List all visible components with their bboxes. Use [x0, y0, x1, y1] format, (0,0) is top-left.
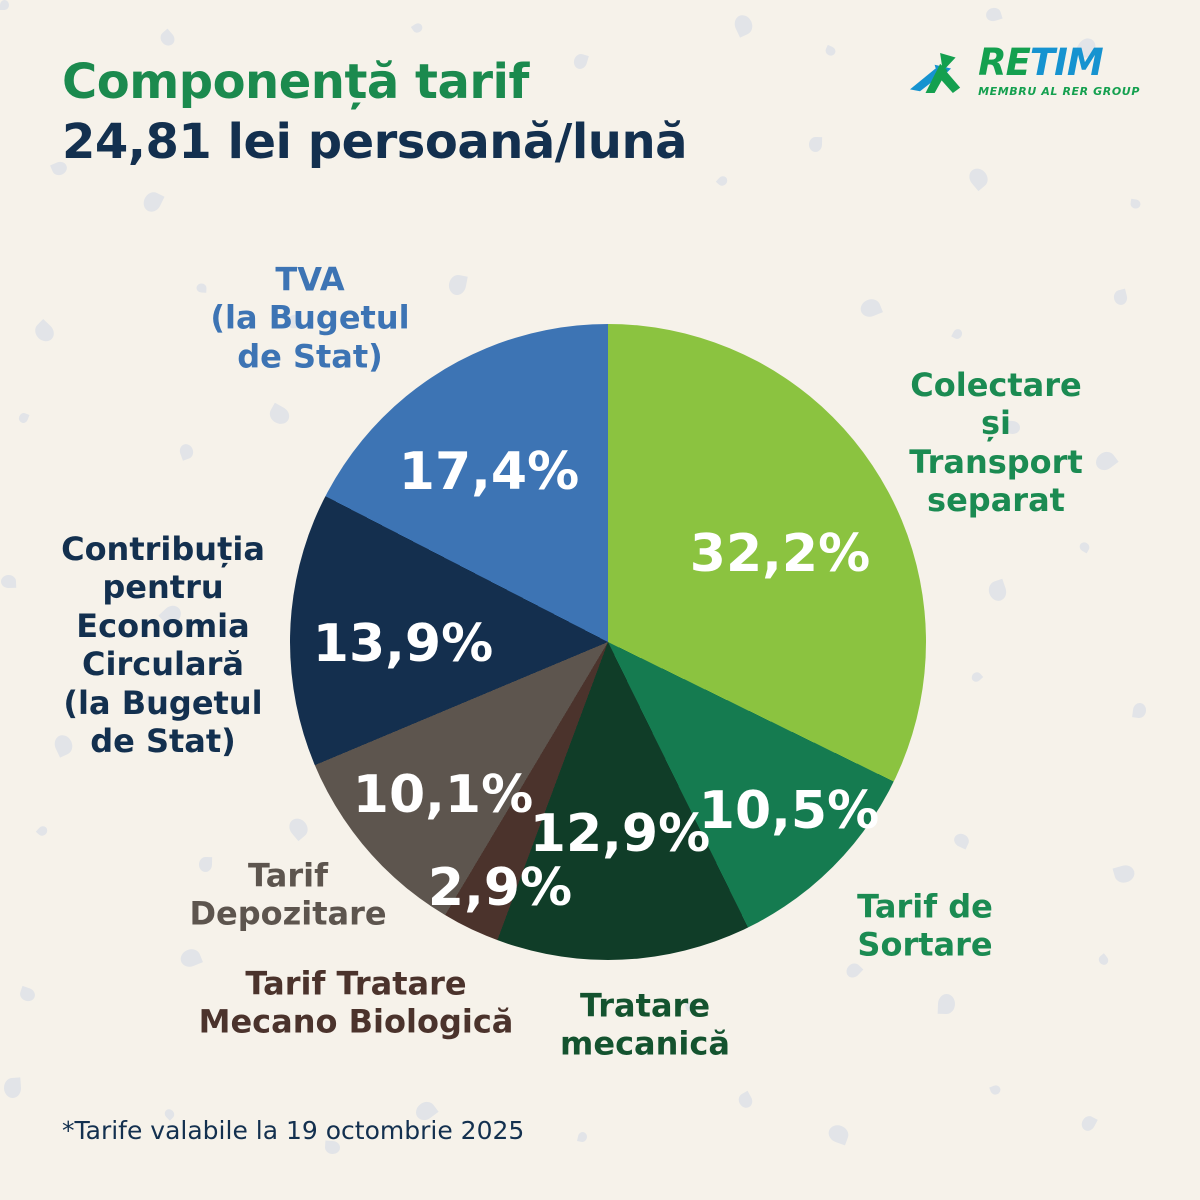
slice-value-tva: 17,4%: [398, 442, 580, 502]
speckle-decoration: [736, 1090, 755, 1111]
slice-label-colectare: Colectare și Transport separat: [909, 366, 1083, 520]
speckle-decoration: [984, 6, 1003, 23]
slice-label-mecano: Tarif Tratare Mecano Biologică: [198, 964, 514, 1041]
slice-value-colectare: 32,2%: [689, 524, 871, 584]
speckle-decoration: [951, 327, 964, 341]
speckle-decoration: [989, 1084, 1002, 1096]
speckle-decoration: [824, 44, 837, 58]
slice-label-depozitare: Tarif Depozitare: [189, 856, 387, 933]
speckle-decoration: [266, 402, 293, 428]
speckle-decoration: [410, 21, 425, 35]
speckle-decoration: [731, 12, 756, 38]
speckle-decoration: [1077, 540, 1092, 554]
retim-logo-icon: [910, 52, 961, 94]
speckle-decoration: [1112, 863, 1137, 885]
speckle-decoration: [577, 1131, 588, 1143]
speckle-decoration: [196, 283, 207, 293]
speckle-decoration: [1096, 953, 1111, 967]
slice-label-tva: TVA (la Bugetul de Stat): [210, 260, 410, 376]
speckle-decoration: [177, 442, 196, 461]
slice-label-tratare: Tratare mecanică: [560, 986, 730, 1063]
speckle-decoration: [1132, 702, 1147, 719]
title-line-1: Componență tarif: [62, 54, 529, 110]
speckle-decoration: [1112, 288, 1129, 307]
speckle-decoration: [140, 189, 165, 215]
validity-note: *Tarife valabile la 19 octombrie 2025: [62, 1116, 525, 1145]
speckle-decoration: [808, 136, 823, 153]
speckle-decoration: [447, 273, 468, 297]
speckle-decoration: [965, 164, 992, 192]
speckle-decoration: [3, 1077, 22, 1099]
speckle-decoration: [826, 1122, 851, 1146]
speckle-decoration: [285, 814, 312, 842]
slice-label-contributia: Contribuția pentru Economia Circulară (l…: [61, 529, 265, 760]
speckle-decoration: [157, 28, 178, 49]
speckle-decoration: [858, 296, 883, 320]
title-line-2: 24,81 lei persoană/lună: [62, 114, 688, 170]
speckle-decoration: [18, 985, 37, 1004]
slice-value-depozitare: 10,1%: [352, 765, 534, 825]
speckle-decoration: [986, 578, 1009, 604]
retim-logo: RETIM MEMBRU AL RER GROUP: [910, 44, 1140, 98]
tariff-pie-chart: [290, 324, 926, 960]
speckle-decoration: [0, 0, 9, 10]
speckle-decoration: [17, 411, 30, 425]
speckle-decoration: [937, 993, 956, 1015]
speckle-decoration: [969, 670, 984, 684]
retim-tagline: MEMBRU AL RER GROUP: [978, 85, 1140, 98]
slice-value-contributia: 13,9%: [312, 614, 494, 674]
page-title: Componență tarif 24,81 lei persoană/lună: [62, 52, 688, 172]
speckle-decoration: [1129, 198, 1142, 210]
retim-wordmark-re: RE: [978, 41, 1031, 84]
speckle-decoration: [31, 318, 58, 346]
slice-value-tratare: 12,9%: [529, 804, 711, 864]
slice-label-sortare: Tarif de Sortare: [857, 887, 993, 964]
speckle-decoration: [35, 824, 50, 838]
slice-value-mecano: 2,9%: [427, 858, 573, 918]
speckle-decoration: [1079, 1113, 1098, 1134]
slice-value-sortare: 10,5%: [698, 781, 880, 841]
retim-wordmark-tim: TIM: [1029, 41, 1104, 84]
speckle-decoration: [0, 574, 17, 589]
speckle-decoration: [951, 831, 972, 850]
retim-wordmark: RETIM: [978, 41, 1104, 84]
speckle-decoration: [715, 174, 730, 188]
